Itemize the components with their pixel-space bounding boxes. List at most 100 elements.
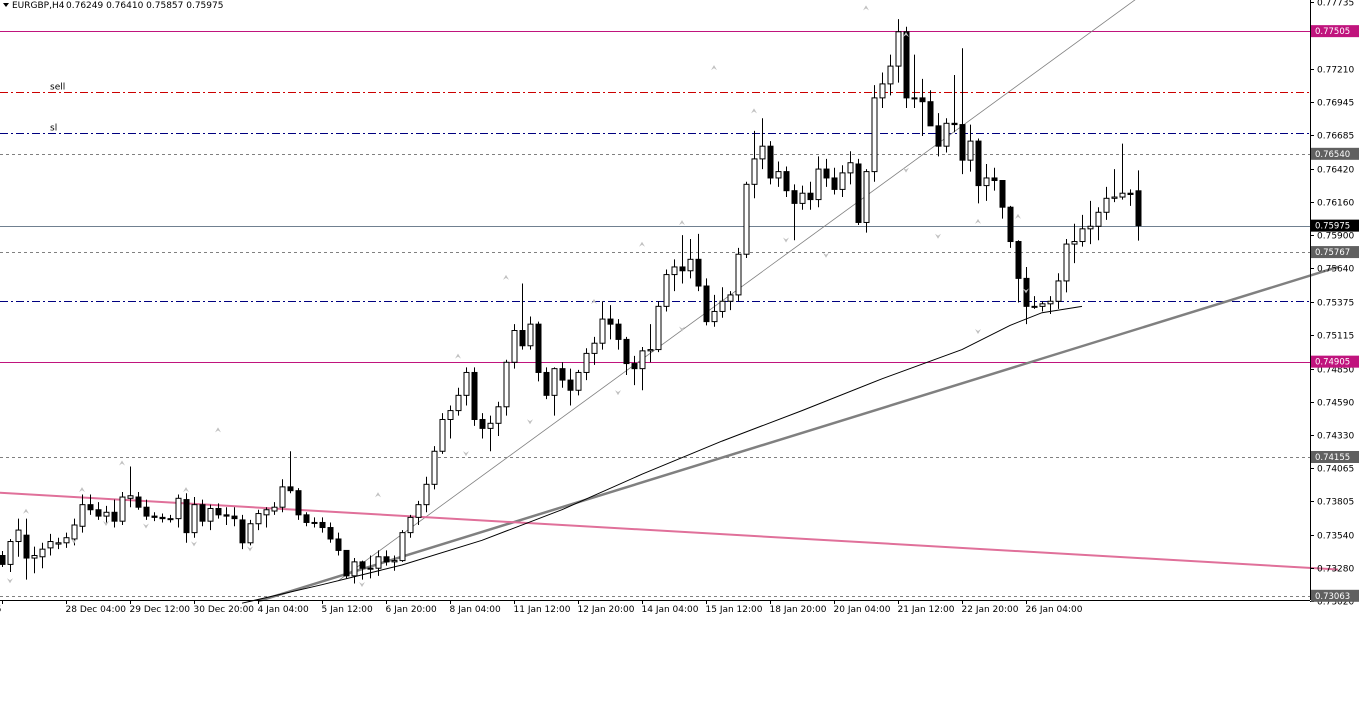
candle-body <box>591 342 598 354</box>
time-tick-label: 28 Dec 04:00 <box>66 605 127 615</box>
candle <box>495 401 502 437</box>
candles <box>0 19 1142 584</box>
candle-body <box>431 450 438 485</box>
price-tag-label: 0.77505 <box>1315 27 1350 37</box>
candle <box>23 518 30 580</box>
candle <box>207 504 214 531</box>
candle-body <box>863 171 870 223</box>
candle <box>1103 186 1110 220</box>
candle <box>1095 207 1102 241</box>
candle-body <box>543 371 550 396</box>
time-tick-label: 20 Jan 04:00 <box>834 605 891 615</box>
candle-body <box>1015 241 1022 279</box>
fractal-up-arrow <box>679 220 685 226</box>
time-tick-label: 5 Jan 12:00 <box>322 605 374 615</box>
candle-body <box>719 300 726 312</box>
candle-body <box>511 330 518 363</box>
time-tick-label: 12 Jan 20:00 <box>578 605 635 615</box>
candle <box>1007 205 1014 248</box>
candle-body <box>975 140 982 187</box>
fractal-down-arrow <box>247 546 253 552</box>
candle <box>231 507 238 527</box>
candle-body <box>111 511 118 522</box>
candle-body <box>1063 243 1070 282</box>
collapse-triangle-icon[interactable] <box>3 3 9 7</box>
candle-body <box>415 504 422 518</box>
candle <box>351 558 358 584</box>
candle-body <box>567 379 574 391</box>
candle-body <box>1055 280 1062 302</box>
candle <box>111 499 118 528</box>
candle-body <box>895 31 902 67</box>
candle-body <box>343 549 350 577</box>
candle-body <box>407 516 414 534</box>
candle <box>7 538 14 573</box>
candle-body <box>463 371 470 396</box>
candle-body <box>879 83 886 99</box>
candle <box>751 130 758 199</box>
fractal-down-arrow <box>359 582 365 588</box>
candle-body <box>519 330 526 347</box>
candle <box>239 514 246 550</box>
candle <box>615 319 622 350</box>
price-tick-label: 0.76420 <box>1317 166 1354 176</box>
trend-line <box>337 0 1136 582</box>
candle-body <box>215 507 222 516</box>
candle-body <box>247 523 254 544</box>
price-tick-label: 0.73280 <box>1317 565 1354 575</box>
candle <box>1119 143 1126 200</box>
candle <box>639 347 646 391</box>
price-tick-label: 0.74590 <box>1317 399 1354 409</box>
candle <box>943 118 950 153</box>
price-tick-label: 0.77735 <box>1317 0 1354 9</box>
price-tag: 0.77505 <box>1311 25 1359 38</box>
candle-body <box>767 145 774 179</box>
fractal-down-arrow <box>903 167 909 173</box>
candle <box>271 502 278 515</box>
candle-body <box>991 177 998 182</box>
price-tick-label: 0.73020 <box>1317 598 1354 608</box>
fractal-up-arrow <box>1015 213 1021 219</box>
candle-body <box>735 253 742 296</box>
price-tag-label: 0.73063 <box>1315 592 1350 602</box>
candle <box>583 348 590 381</box>
candle-body <box>927 101 934 127</box>
candle-body <box>471 371 478 420</box>
candle-body <box>503 361 510 408</box>
candle <box>287 451 294 494</box>
time-tick-label: 3 Dec 2015 <box>0 605 2 615</box>
price-tick-label: 0.74850 <box>1317 366 1354 376</box>
fractal-up-arrow <box>215 427 221 433</box>
time-tick-label: 8 Jan 04:00 <box>450 605 502 615</box>
time-tick-label: 15 Jan 12:00 <box>706 605 763 615</box>
candle-body <box>231 515 238 520</box>
candle-body <box>743 183 750 255</box>
candle-body <box>919 97 926 103</box>
candle <box>159 513 166 523</box>
candle-body <box>63 537 70 544</box>
candle <box>175 494 182 528</box>
price-tick-label: 0.77210 <box>1317 66 1354 76</box>
time-tick-label: 30 Dec 20:00 <box>194 605 255 615</box>
price-tick-label: 0.76160 <box>1317 199 1354 209</box>
fractal-up-arrow <box>975 218 981 224</box>
candle <box>199 499 206 527</box>
candle <box>815 156 822 208</box>
candle <box>655 301 662 353</box>
candle-body <box>119 496 126 522</box>
candle <box>1071 223 1078 264</box>
candle <box>327 522 334 543</box>
fractal-up-arrow <box>79 487 85 493</box>
candle-body <box>327 527 334 540</box>
candle <box>415 500 422 525</box>
fractal-up-arrow <box>119 460 125 466</box>
candle <box>447 405 454 439</box>
candle-body <box>383 556 390 563</box>
candle-body <box>911 97 918 100</box>
fractal-down-arrow <box>191 541 197 547</box>
candle <box>975 138 982 204</box>
price-tag-box <box>1311 246 1359 259</box>
candle-body <box>599 318 606 344</box>
candle <box>103 505 110 523</box>
